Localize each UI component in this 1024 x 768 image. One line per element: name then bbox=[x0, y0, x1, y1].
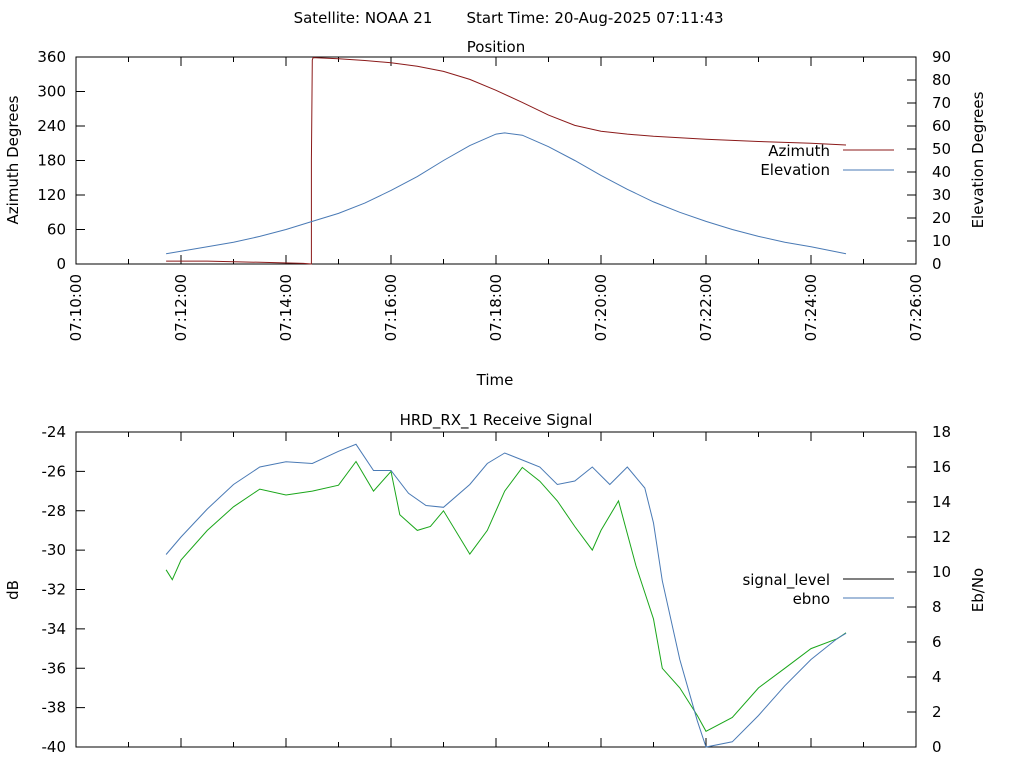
signal-y-tick-label: -24 bbox=[42, 423, 67, 441]
signal-y-tick-label: -32 bbox=[42, 581, 67, 599]
position-y2-tick-label: 0 bbox=[932, 255, 942, 273]
position-y-tick-label: 0 bbox=[56, 255, 66, 273]
position-chart-title: Position bbox=[467, 38, 525, 56]
position-chart: Position Azimuth Degrees Elevation Degre… bbox=[4, 38, 987, 389]
signal-y2-tick-label: 18 bbox=[932, 423, 951, 441]
position-y2-tick-label: 30 bbox=[932, 186, 951, 204]
position-y-tick-label: 360 bbox=[37, 48, 66, 66]
position-y2-tick-label: 20 bbox=[932, 209, 951, 227]
position-y2-tick-label: 40 bbox=[932, 163, 951, 181]
position-legend: Azimuth Elevation bbox=[760, 142, 894, 179]
signal-y-tick-label: -38 bbox=[42, 699, 67, 717]
satellite-label: Satellite: NOAA 21 bbox=[294, 9, 433, 27]
position-x-tick-label: 07:14:00 bbox=[277, 274, 295, 341]
position-x-tick-label: 07:16:00 bbox=[382, 274, 400, 341]
position-y-axis-label: Azimuth Degrees bbox=[4, 95, 22, 224]
signal-y2-tick-label: 10 bbox=[932, 563, 951, 581]
position-y-tick-label: 60 bbox=[47, 221, 66, 239]
position-y-tick-label: 240 bbox=[37, 117, 66, 135]
legend-ebno-label: ebno bbox=[793, 590, 830, 608]
position-y-tick-label: 120 bbox=[37, 186, 66, 204]
position-axes: 07:10:00 07:12:00 07:14:00 07:16:00 07:18:00… bbox=[37, 48, 951, 341]
signal-y2-tick-label: 14 bbox=[932, 493, 951, 511]
position-x-tick-label: 07:18:00 bbox=[487, 274, 505, 341]
position-y2-tick-label: 10 bbox=[932, 232, 951, 250]
position-x-tick-label: 07:22:00 bbox=[697, 274, 715, 341]
signal-series-signal-level bbox=[165, 460, 847, 732]
legend-elevation-label: Elevation bbox=[760, 161, 830, 179]
position-y2-tick-label: 90 bbox=[932, 48, 951, 66]
signal-y2-tick-label: 2 bbox=[932, 703, 942, 721]
signal-y-tick-label: -26 bbox=[42, 462, 67, 480]
signal-y2-tick-label: 4 bbox=[932, 668, 942, 686]
signal-y-tick-label: -36 bbox=[42, 659, 67, 677]
signal-series bbox=[165, 443, 847, 748]
signal-y-tick-label: -40 bbox=[42, 738, 67, 756]
position-x-tick-label: 07:20:00 bbox=[592, 274, 610, 341]
signal-y2-tick-label: 6 bbox=[932, 633, 942, 651]
position-x-tick-label: 07:12:00 bbox=[172, 274, 190, 341]
signal-chart: HRD_RX_1 Receive Signal dB Eb/No -40-38-… bbox=[4, 411, 987, 756]
legend-azimuth-label: Azimuth bbox=[768, 142, 830, 160]
position-y2-tick-label: 80 bbox=[932, 71, 951, 89]
signal-y-axis-label: dB bbox=[4, 580, 22, 600]
position-y2-tick-label: 70 bbox=[932, 94, 951, 112]
signal-y-tick-label: -34 bbox=[42, 620, 67, 638]
signal-plot-area bbox=[75, 431, 917, 748]
position-series bbox=[166, 57, 847, 265]
signal-legend: signal_level ebno bbox=[742, 571, 894, 608]
position-y2-tick-label: 60 bbox=[932, 117, 951, 135]
position-y2-tick-label: 50 bbox=[932, 140, 951, 158]
signal-chart-title: HRD_RX_1 Receive Signal bbox=[400, 411, 593, 430]
signal-y2-tick-label: 8 bbox=[932, 598, 942, 616]
start-time-label: Start Time: 20-Aug-2025 07:11:43 bbox=[466, 9, 723, 27]
signal-y2-tick-label: 0 bbox=[932, 738, 942, 756]
signal-y2-tick-label: 12 bbox=[932, 528, 951, 546]
position-x-tick-label: 07:24:00 bbox=[802, 274, 820, 341]
position-series-elevation bbox=[166, 132, 847, 255]
signal-y2-axis-label: Eb/No bbox=[969, 568, 987, 612]
position-y-tick-label: 300 bbox=[37, 83, 66, 101]
position-x-tick-label: 07:26:00 bbox=[907, 274, 925, 341]
signal-series-ebno bbox=[165, 443, 847, 748]
signal-y-tick-label: -28 bbox=[42, 502, 67, 520]
signal-y2-tick-label: 16 bbox=[932, 458, 951, 476]
position-series-azimuth bbox=[166, 57, 847, 265]
position-y2-axis-label: Elevation Degrees bbox=[969, 91, 987, 228]
position-x-tick-label: 07:10:00 bbox=[67, 274, 85, 341]
signal-y-tick-label: -30 bbox=[42, 541, 67, 559]
position-y-tick-label: 180 bbox=[37, 152, 66, 170]
legend-signal-level-label: signal_level bbox=[742, 571, 830, 590]
signal-axes: -40 -38 -36 -34 -32 -30 -28 -26 -24 0 2 4 6 8 10 12 14 16… bbox=[42, 423, 952, 756]
position-x-axis-label: Time bbox=[476, 371, 514, 389]
